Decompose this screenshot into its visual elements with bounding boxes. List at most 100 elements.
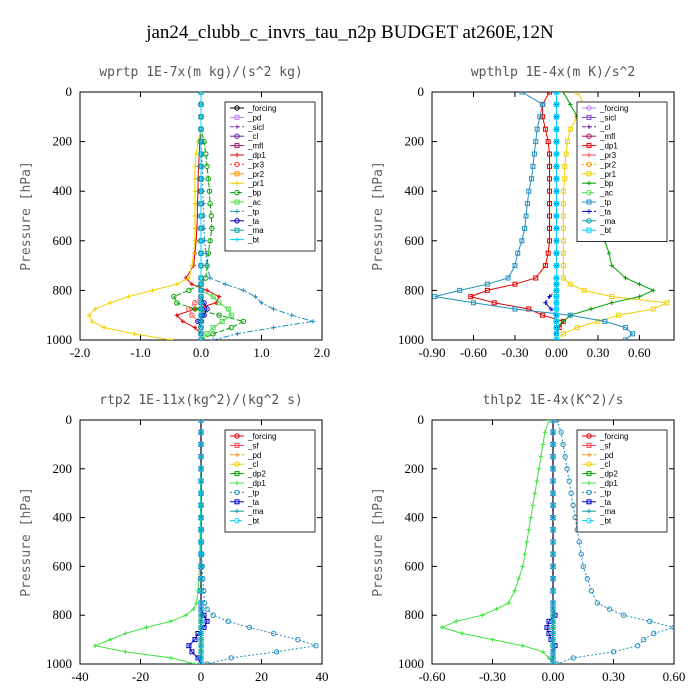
legend-marker bbox=[234, 105, 240, 111]
series-point bbox=[198, 630, 204, 637]
series-point bbox=[519, 238, 525, 244]
series-point bbox=[192, 637, 198, 643]
series-point bbox=[560, 250, 566, 256]
series-point bbox=[198, 92, 204, 95]
series-point bbox=[198, 189, 204, 194]
series-point bbox=[198, 331, 204, 336]
legend-label: _cl bbox=[247, 460, 258, 469]
series-point bbox=[550, 643, 556, 649]
y-tick-label: 200 bbox=[405, 134, 425, 149]
series-point bbox=[580, 563, 586, 570]
series-point bbox=[271, 306, 276, 312]
series-point bbox=[228, 324, 234, 331]
series-point bbox=[560, 331, 566, 337]
y-axis-label: Pressure [hPa] bbox=[19, 161, 34, 271]
series-point bbox=[620, 612, 627, 618]
plot-frame bbox=[431, 91, 675, 341]
series-point bbox=[574, 92, 580, 95]
legend-label: _dp2 bbox=[247, 470, 266, 479]
series-point bbox=[560, 275, 566, 281]
series-point bbox=[588, 306, 594, 312]
series-point bbox=[550, 600, 556, 606]
series-point bbox=[210, 331, 216, 337]
series-point bbox=[547, 163, 553, 169]
series-point bbox=[616, 312, 622, 318]
legend-label: _ma bbox=[247, 226, 264, 235]
y-axis-label: Pressure [hPa] bbox=[371, 487, 386, 597]
series-point bbox=[651, 630, 657, 637]
legend-marker bbox=[586, 143, 592, 149]
legend-marker bbox=[234, 181, 240, 186]
legend-label: _sf bbox=[599, 441, 611, 450]
legend-label: _bt bbox=[599, 517, 612, 526]
series-point bbox=[553, 275, 559, 281]
series-point bbox=[528, 515, 534, 520]
series-point bbox=[560, 225, 566, 231]
series-point bbox=[92, 643, 98, 648]
series-point bbox=[553, 263, 559, 269]
legend-marker bbox=[586, 181, 592, 186]
series-point bbox=[171, 293, 177, 300]
series-point bbox=[566, 478, 572, 484]
series-point bbox=[246, 624, 253, 631]
series-point bbox=[216, 300, 222, 306]
legend-marker bbox=[586, 480, 592, 486]
legend-label: _tp bbox=[599, 198, 612, 207]
series-point bbox=[553, 163, 559, 169]
series-point bbox=[540, 649, 546, 654]
series-point bbox=[522, 225, 528, 231]
series-point bbox=[550, 478, 556, 484]
legend-label: _ma bbox=[599, 217, 616, 226]
legend-label: _ma bbox=[247, 507, 264, 516]
y-tick-label: 400 bbox=[53, 510, 73, 525]
series-point bbox=[647, 618, 653, 624]
legend-marker bbox=[586, 133, 592, 139]
legend-label: _dp1 bbox=[599, 142, 618, 151]
series-point bbox=[650, 306, 656, 312]
series-point bbox=[219, 318, 225, 324]
series-point bbox=[207, 275, 213, 281]
series-point bbox=[671, 624, 674, 631]
series-point bbox=[550, 441, 556, 448]
y-tick-label: 200 bbox=[405, 461, 425, 476]
series-point bbox=[198, 337, 204, 340]
legend-label: _bt bbox=[247, 517, 260, 526]
series-point bbox=[560, 201, 566, 207]
series-point bbox=[192, 226, 198, 231]
series-point bbox=[531, 151, 537, 157]
series-point bbox=[198, 282, 204, 287]
series-point bbox=[240, 318, 247, 325]
series-point bbox=[174, 282, 179, 287]
series-point bbox=[484, 287, 490, 293]
x-tick-label: 0.60 bbox=[663, 669, 686, 684]
series-point bbox=[198, 238, 204, 243]
series-point bbox=[523, 213, 529, 219]
series-point bbox=[568, 490, 574, 496]
legend-label: _pd bbox=[247, 113, 261, 122]
series-point bbox=[460, 631, 465, 636]
series-point bbox=[533, 275, 539, 281]
series-point bbox=[568, 102, 573, 107]
series-point bbox=[198, 490, 204, 496]
legend-label: _sicl bbox=[247, 123, 264, 132]
series-point bbox=[174, 313, 179, 318]
x-tick-label: -0.60 bbox=[418, 669, 445, 684]
series-point bbox=[550, 624, 556, 631]
series-point bbox=[540, 442, 546, 447]
series-point bbox=[512, 306, 518, 312]
series-point bbox=[606, 251, 612, 256]
series-point bbox=[547, 213, 553, 219]
series-point bbox=[192, 661, 198, 664]
series-point bbox=[570, 655, 576, 661]
legend-label: _pd bbox=[247, 451, 261, 460]
series-point bbox=[191, 606, 196, 612]
series-point bbox=[545, 139, 551, 145]
series-point bbox=[198, 453, 204, 460]
series-point bbox=[271, 325, 276, 330]
legend-marker bbox=[234, 517, 240, 524]
x-tick-label: 0.30 bbox=[602, 669, 625, 684]
y-tick-label: 0 bbox=[66, 412, 73, 427]
series-point bbox=[595, 318, 601, 324]
series-point bbox=[490, 637, 495, 642]
legend-marker bbox=[234, 509, 240, 514]
